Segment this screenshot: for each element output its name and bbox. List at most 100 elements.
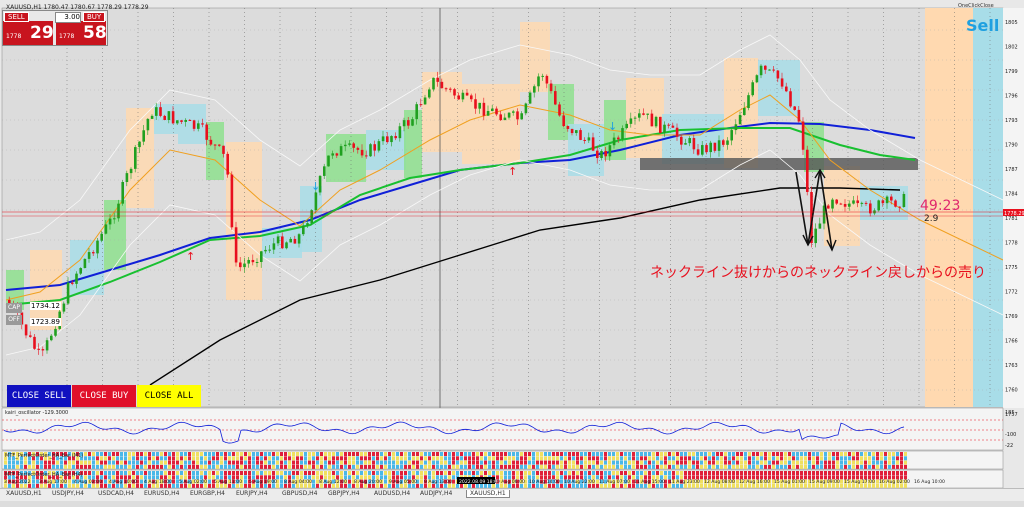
strength-cell	[432, 479, 435, 484]
candle-timer: 49:23	[920, 198, 961, 214]
strength-cell	[216, 475, 219, 480]
cap-badge[interactable]: CAP	[6, 303, 22, 313]
strength-cell	[216, 471, 219, 475]
strength-cell	[28, 460, 31, 465]
candle-body	[659, 116, 662, 134]
strength-cell	[48, 479, 51, 484]
strength-cell	[660, 471, 663, 475]
strength-cell	[804, 456, 807, 461]
strength-cell	[316, 460, 319, 465]
strength-cell	[472, 483, 475, 488]
strength-cell	[764, 471, 767, 475]
tab-eurgbp-h4[interactable]: EURGBP,H4	[190, 490, 225, 497]
strength-cell	[16, 471, 19, 475]
tab-audusd-h4[interactable]: AUDUSD,H4	[374, 490, 411, 497]
strength-cell	[584, 464, 587, 469]
strength-cell	[580, 452, 583, 456]
tab-gbpusd-h4[interactable]: GBPUSD,H4	[282, 490, 318, 497]
strength-cell	[756, 475, 759, 480]
strength-cell	[100, 475, 103, 480]
strength-cell	[452, 475, 455, 480]
strength-cell	[96, 452, 99, 456]
strength-cell	[388, 460, 391, 465]
strength-cell	[12, 483, 15, 488]
sell-label[interactable]: SELL	[4, 12, 29, 22]
strength-cell	[120, 475, 123, 480]
strength-cell	[800, 456, 803, 461]
strength-cell	[880, 479, 883, 484]
candle-body	[827, 205, 830, 209]
strength-cell	[220, 479, 223, 484]
strength-cell	[236, 483, 239, 488]
strength-cell	[768, 452, 771, 456]
candle-body	[642, 113, 645, 115]
tab-xauusd-h1[interactable]: XAUUSD,H1	[6, 490, 42, 497]
strength-cell	[768, 471, 771, 475]
strength-cell	[408, 464, 411, 469]
strength-cell	[128, 475, 131, 480]
strength-cell	[576, 475, 579, 480]
strength-cell	[792, 475, 795, 480]
strength-cell	[512, 460, 515, 465]
strength-cell	[376, 464, 379, 469]
tab-usdjpy-h4[interactable]: USDJPY,H4	[52, 490, 84, 497]
strength-cell	[504, 479, 507, 484]
lot-size-input[interactable]: 3.00	[55, 12, 81, 23]
tab-gbpjpy-h4[interactable]: GBPJPY,H4	[328, 490, 360, 497]
candle-body	[625, 123, 628, 129]
strength-cell	[280, 471, 283, 475]
strength-cell	[36, 471, 39, 475]
strength-cell	[548, 456, 551, 461]
strength-cell	[4, 460, 7, 465]
candle-body	[877, 200, 880, 211]
zone-box	[326, 134, 366, 182]
buy-button[interactable]: 1778 58	[56, 21, 107, 45]
strength-cell	[824, 456, 827, 461]
strength-cell	[428, 456, 431, 461]
strength-cell	[492, 464, 495, 469]
sell-button[interactable]: 1778 29	[3, 21, 54, 45]
tab-eurjpy-h4[interactable]: EURJPY,H4	[236, 490, 268, 497]
sell-price-prefix: 1778	[6, 33, 22, 40]
tab-audjpy-h4[interactable]: AUDJPY,H4	[420, 490, 453, 497]
strength-cell	[832, 452, 835, 456]
strength-cell	[644, 452, 647, 456]
strength-cell	[172, 471, 175, 475]
strength-cell	[104, 479, 107, 484]
strength-cell	[416, 456, 419, 461]
strength-cell	[784, 483, 787, 488]
strength-cell	[72, 475, 75, 480]
strength-cell	[316, 471, 319, 475]
strength-cell	[216, 456, 219, 461]
buy-label[interactable]: BUY	[83, 12, 106, 22]
candle-body	[533, 86, 536, 93]
strength-cell	[620, 471, 623, 475]
strength-cell	[32, 479, 35, 484]
strength-cell	[588, 475, 591, 480]
strength-cell	[236, 471, 239, 475]
strength-cell	[720, 475, 723, 480]
tab-usdcad-h4[interactable]: USDCAD,H4	[98, 490, 134, 497]
strength-cell	[44, 460, 47, 465]
strength-cell	[836, 460, 839, 465]
strength-cell	[20, 452, 23, 456]
strength-cell	[576, 464, 579, 469]
close-all-button[interactable]: CLOSE ALL	[137, 385, 201, 407]
tab-xauusd-h1[interactable]: XAUUSD,H1	[466, 490, 510, 498]
off-badge[interactable]: OFF	[6, 315, 22, 325]
strength-cell	[728, 475, 731, 480]
close-buy-button[interactable]: CLOSE BUY	[72, 385, 136, 407]
strength-cell	[628, 471, 631, 475]
strength-cell	[104, 464, 107, 469]
x-tick-label: 5 Aug 11:00	[214, 479, 242, 485]
strength-cell	[592, 479, 595, 484]
close-sell-button[interactable]: CLOSE SELL	[7, 385, 71, 407]
strength-cell	[100, 464, 103, 469]
tab-eurusd-h4[interactable]: EURUSD,H4	[144, 490, 180, 497]
strength-cell	[744, 452, 747, 456]
candle-body	[638, 113, 641, 118]
zigzag-drawing	[795, 169, 833, 251]
strength-cell	[116, 475, 119, 480]
strength-cell	[668, 464, 671, 469]
